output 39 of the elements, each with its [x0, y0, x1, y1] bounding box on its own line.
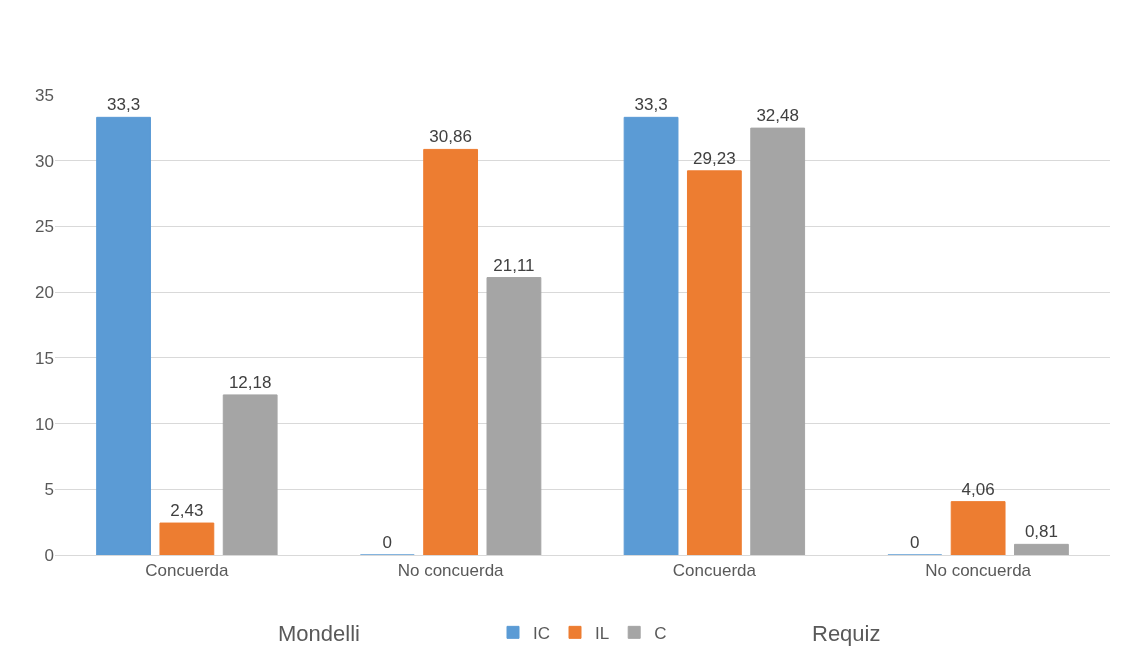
data-label: 4,06: [961, 479, 995, 499]
data-label: 32,48: [756, 106, 799, 126]
x-tick-label: Concuerda: [145, 561, 230, 581]
x-tick-label: No concuerda: [397, 561, 505, 581]
y-tick-label: 15: [35, 348, 54, 368]
legend-label: IL: [595, 623, 610, 643]
data-label: 0: [382, 533, 393, 552]
data-label: 21,11: [493, 255, 535, 275]
text: Requiz: [812, 621, 881, 646]
y-tick-label: 0: [44, 545, 54, 565]
legend-label: IC: [533, 623, 550, 643]
bar: [96, 116, 151, 555]
bar: [1014, 543, 1069, 555]
bar: [750, 127, 806, 555]
legend-label: C: [654, 623, 667, 643]
data-label: 2,43: [170, 501, 204, 521]
y-tick-label: 25: [35, 217, 54, 237]
text: Mondelli: [278, 621, 360, 646]
y-tick-label: 35: [35, 85, 54, 105]
data-label: 0: [910, 533, 920, 552]
y-tick-label: 20: [35, 283, 54, 303]
y-tick-label: 30: [35, 151, 54, 171]
bar: [623, 116, 679, 555]
data-label: 30,86: [429, 127, 472, 147]
bar: [950, 501, 1006, 555]
y-tick-label: 5: [44, 480, 54, 500]
data-label: 33,3: [107, 95, 141, 115]
data-label: 12,18: [228, 372, 272, 392]
data-label: 29,23: [693, 148, 736, 168]
bar: [423, 148, 479, 555]
x-tick-label: No concuerda: [925, 561, 1032, 581]
bar: [686, 170, 742, 555]
bar: [222, 394, 278, 555]
bar: [159, 522, 215, 555]
data-label: 33,3: [634, 95, 668, 115]
data-label: 0,81: [1024, 522, 1058, 542]
y-tick-label: 10: [35, 414, 54, 434]
x-tick-label: Concuerda: [672, 561, 757, 581]
bar: [486, 277, 542, 555]
